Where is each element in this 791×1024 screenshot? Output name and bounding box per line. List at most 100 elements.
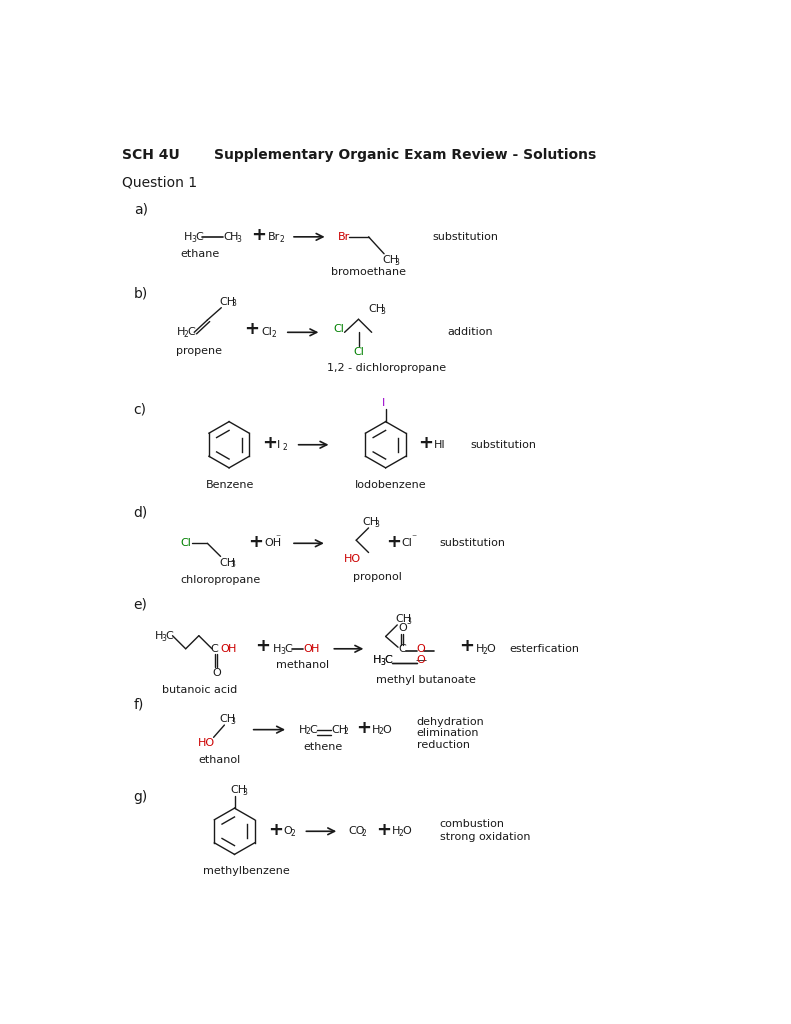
Text: methylbenzene: methylbenzene <box>203 866 290 877</box>
Text: +: + <box>386 532 400 551</box>
Text: HO: HO <box>198 738 215 749</box>
Text: f): f) <box>134 698 144 712</box>
Text: O: O <box>403 826 411 837</box>
Text: H: H <box>392 826 400 837</box>
Text: Supplementary Organic Exam Review - Solutions: Supplementary Organic Exam Review - Solu… <box>214 148 596 162</box>
Text: 2: 2 <box>271 330 276 339</box>
Text: ⁻: ⁻ <box>275 532 281 543</box>
Text: —: — <box>415 655 426 666</box>
Text: Cl: Cl <box>353 347 364 357</box>
Text: C: C <box>384 655 392 666</box>
Text: 3: 3 <box>161 634 167 642</box>
Text: 2: 2 <box>306 727 311 736</box>
Text: Cl: Cl <box>180 539 191 548</box>
Text: O: O <box>486 644 495 653</box>
Text: I: I <box>382 398 385 409</box>
Text: +: + <box>262 434 277 453</box>
Text: C: C <box>210 644 218 653</box>
Text: H: H <box>299 725 307 734</box>
Text: butanoic acid: butanoic acid <box>162 685 237 694</box>
Text: 3: 3 <box>231 560 236 569</box>
Text: HI: HI <box>433 439 445 450</box>
Text: Question 1: Question 1 <box>122 176 197 189</box>
Text: ethane: ethane <box>180 249 219 259</box>
Text: CH: CH <box>331 725 347 734</box>
Text: strong oxidation: strong oxidation <box>440 833 531 843</box>
Text: +: + <box>356 719 371 737</box>
Text: H: H <box>228 644 236 653</box>
Text: 3: 3 <box>380 658 385 668</box>
Text: 2: 2 <box>279 234 284 244</box>
Text: H: H <box>372 725 380 734</box>
Text: C: C <box>165 631 173 641</box>
Text: C: C <box>223 231 231 242</box>
Text: Benzene: Benzene <box>206 480 254 489</box>
Text: 3: 3 <box>231 717 236 726</box>
Text: CH: CH <box>369 304 384 314</box>
Text: g): g) <box>134 791 148 805</box>
Text: HO: HO <box>344 554 361 563</box>
Text: H: H <box>273 644 282 653</box>
Text: +: + <box>377 821 392 839</box>
Text: 2: 2 <box>290 829 295 838</box>
Text: dehydration: dehydration <box>417 717 484 727</box>
Text: +: + <box>460 637 475 654</box>
Text: 3: 3 <box>191 234 196 244</box>
Text: CH: CH <box>220 297 236 306</box>
Text: 3: 3 <box>380 307 385 316</box>
Text: Br: Br <box>338 231 350 242</box>
Text: substitution: substitution <box>471 439 537 450</box>
Text: O: O <box>417 644 426 653</box>
Text: 3: 3 <box>242 787 247 797</box>
Text: H: H <box>373 655 381 666</box>
Text: methanol: methanol <box>275 659 329 670</box>
Text: 3: 3 <box>374 519 379 528</box>
Text: +: + <box>252 226 267 245</box>
Text: CH: CH <box>219 714 235 724</box>
Text: 2: 2 <box>343 727 348 736</box>
Text: proponol: proponol <box>353 572 402 583</box>
Text: methyl butanoate: methyl butanoate <box>377 676 476 685</box>
Text: O: O <box>417 655 426 666</box>
Text: CH: CH <box>231 784 247 795</box>
Text: 3: 3 <box>280 646 285 655</box>
Text: +: + <box>255 637 271 654</box>
Text: 3: 3 <box>407 616 411 626</box>
Text: combustion: combustion <box>440 818 505 828</box>
Text: Br: Br <box>268 231 280 242</box>
Text: propene: propene <box>176 346 222 355</box>
Text: 2: 2 <box>361 829 366 838</box>
Text: d): d) <box>134 506 148 519</box>
Text: substitution: substitution <box>440 539 506 548</box>
Text: +: + <box>248 532 263 551</box>
Text: H: H <box>230 231 238 242</box>
Text: I: I <box>277 439 280 450</box>
Text: ⁻: ⁻ <box>411 532 416 543</box>
Text: substitution: substitution <box>432 231 498 242</box>
Text: esterfication: esterfication <box>509 644 580 653</box>
Text: C: C <box>398 644 406 653</box>
Text: e): e) <box>134 598 148 612</box>
Text: 2: 2 <box>483 646 487 655</box>
Text: Cl: Cl <box>262 328 273 337</box>
Text: reduction: reduction <box>417 740 470 750</box>
Text: H: H <box>373 655 381 666</box>
Text: C: C <box>309 725 317 734</box>
Text: C: C <box>284 644 292 653</box>
Text: OH: OH <box>264 539 281 548</box>
Text: H: H <box>184 231 192 242</box>
Text: CH: CH <box>362 517 379 526</box>
Text: Cl: Cl <box>401 539 412 548</box>
Text: CH: CH <box>219 557 235 567</box>
Text: H: H <box>155 631 163 641</box>
Text: 3: 3 <box>394 258 399 266</box>
Text: O: O <box>304 644 312 653</box>
Text: 2: 2 <box>184 330 188 339</box>
Text: O: O <box>213 668 221 678</box>
Text: O: O <box>398 623 407 633</box>
Text: chloropropane: chloropropane <box>180 575 260 586</box>
Text: CH: CH <box>383 255 399 265</box>
Text: CO: CO <box>348 826 365 837</box>
Text: C: C <box>195 231 202 242</box>
Text: O: O <box>283 826 292 837</box>
